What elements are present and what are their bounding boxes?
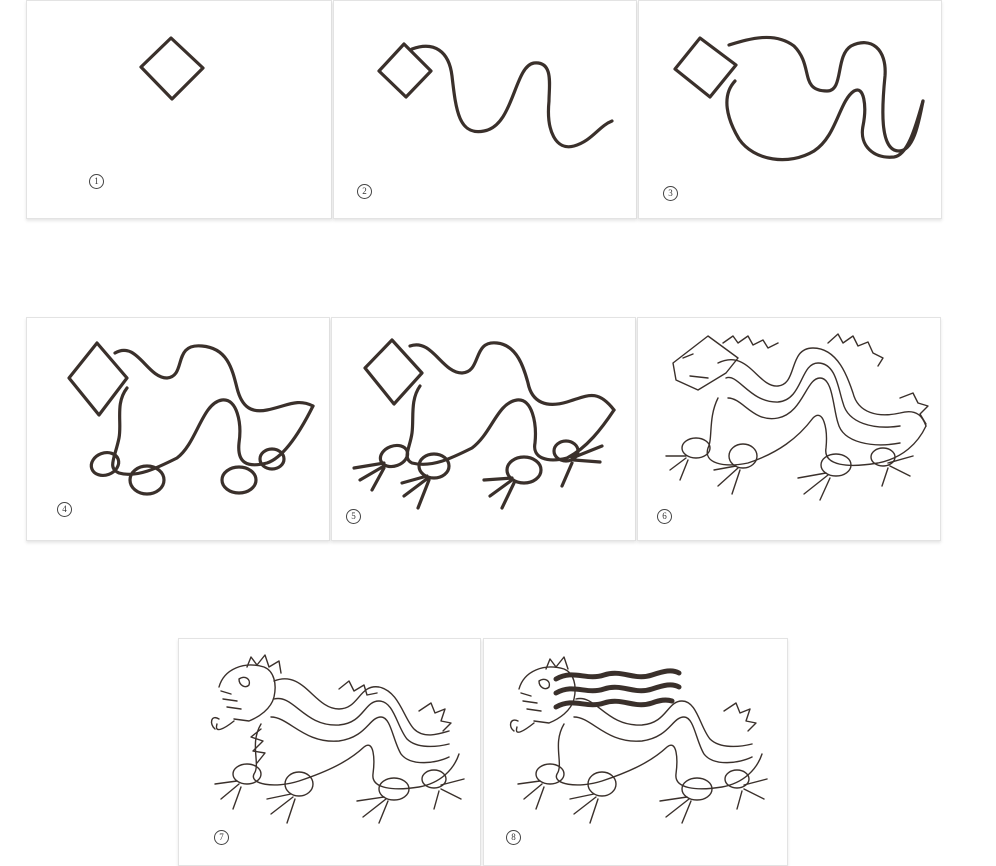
- step-panel-4: 4: [26, 317, 330, 541]
- step-number-6: 6: [657, 509, 672, 524]
- diamond-head-sketch: [139, 36, 205, 101]
- step-panel-6: 6: [637, 317, 941, 541]
- dragon-with-whiskers: [509, 656, 768, 824]
- step-panel-1: 1: [26, 0, 332, 219]
- body-with-claws-sketch: [352, 338, 616, 510]
- dragon-outline-with-spikes: [665, 333, 929, 501]
- step-panel-3: 3: [638, 0, 942, 219]
- dragon-with-detailed-head: [210, 654, 465, 824]
- diamond-with-wavy-body-sketch: [377, 42, 614, 149]
- step-number-3: 3: [663, 186, 678, 201]
- step-number-1: 1: [89, 174, 104, 189]
- step-panel-5: 5: [331, 317, 636, 541]
- step-number-5: 5: [346, 509, 361, 524]
- step-number-8: 8: [506, 830, 521, 845]
- step-panel-2: 2: [333, 0, 637, 219]
- step-number-2: 2: [357, 184, 372, 199]
- step-number-4: 4: [57, 502, 72, 517]
- step-panel-7: 7: [178, 638, 481, 866]
- step-panel-8: 8: [483, 638, 788, 866]
- diamond-with-thick-body-sketch: [673, 35, 925, 162]
- step-number-7: 7: [214, 830, 229, 845]
- body-with-leg-ovals-sketch: [67, 341, 315, 496]
